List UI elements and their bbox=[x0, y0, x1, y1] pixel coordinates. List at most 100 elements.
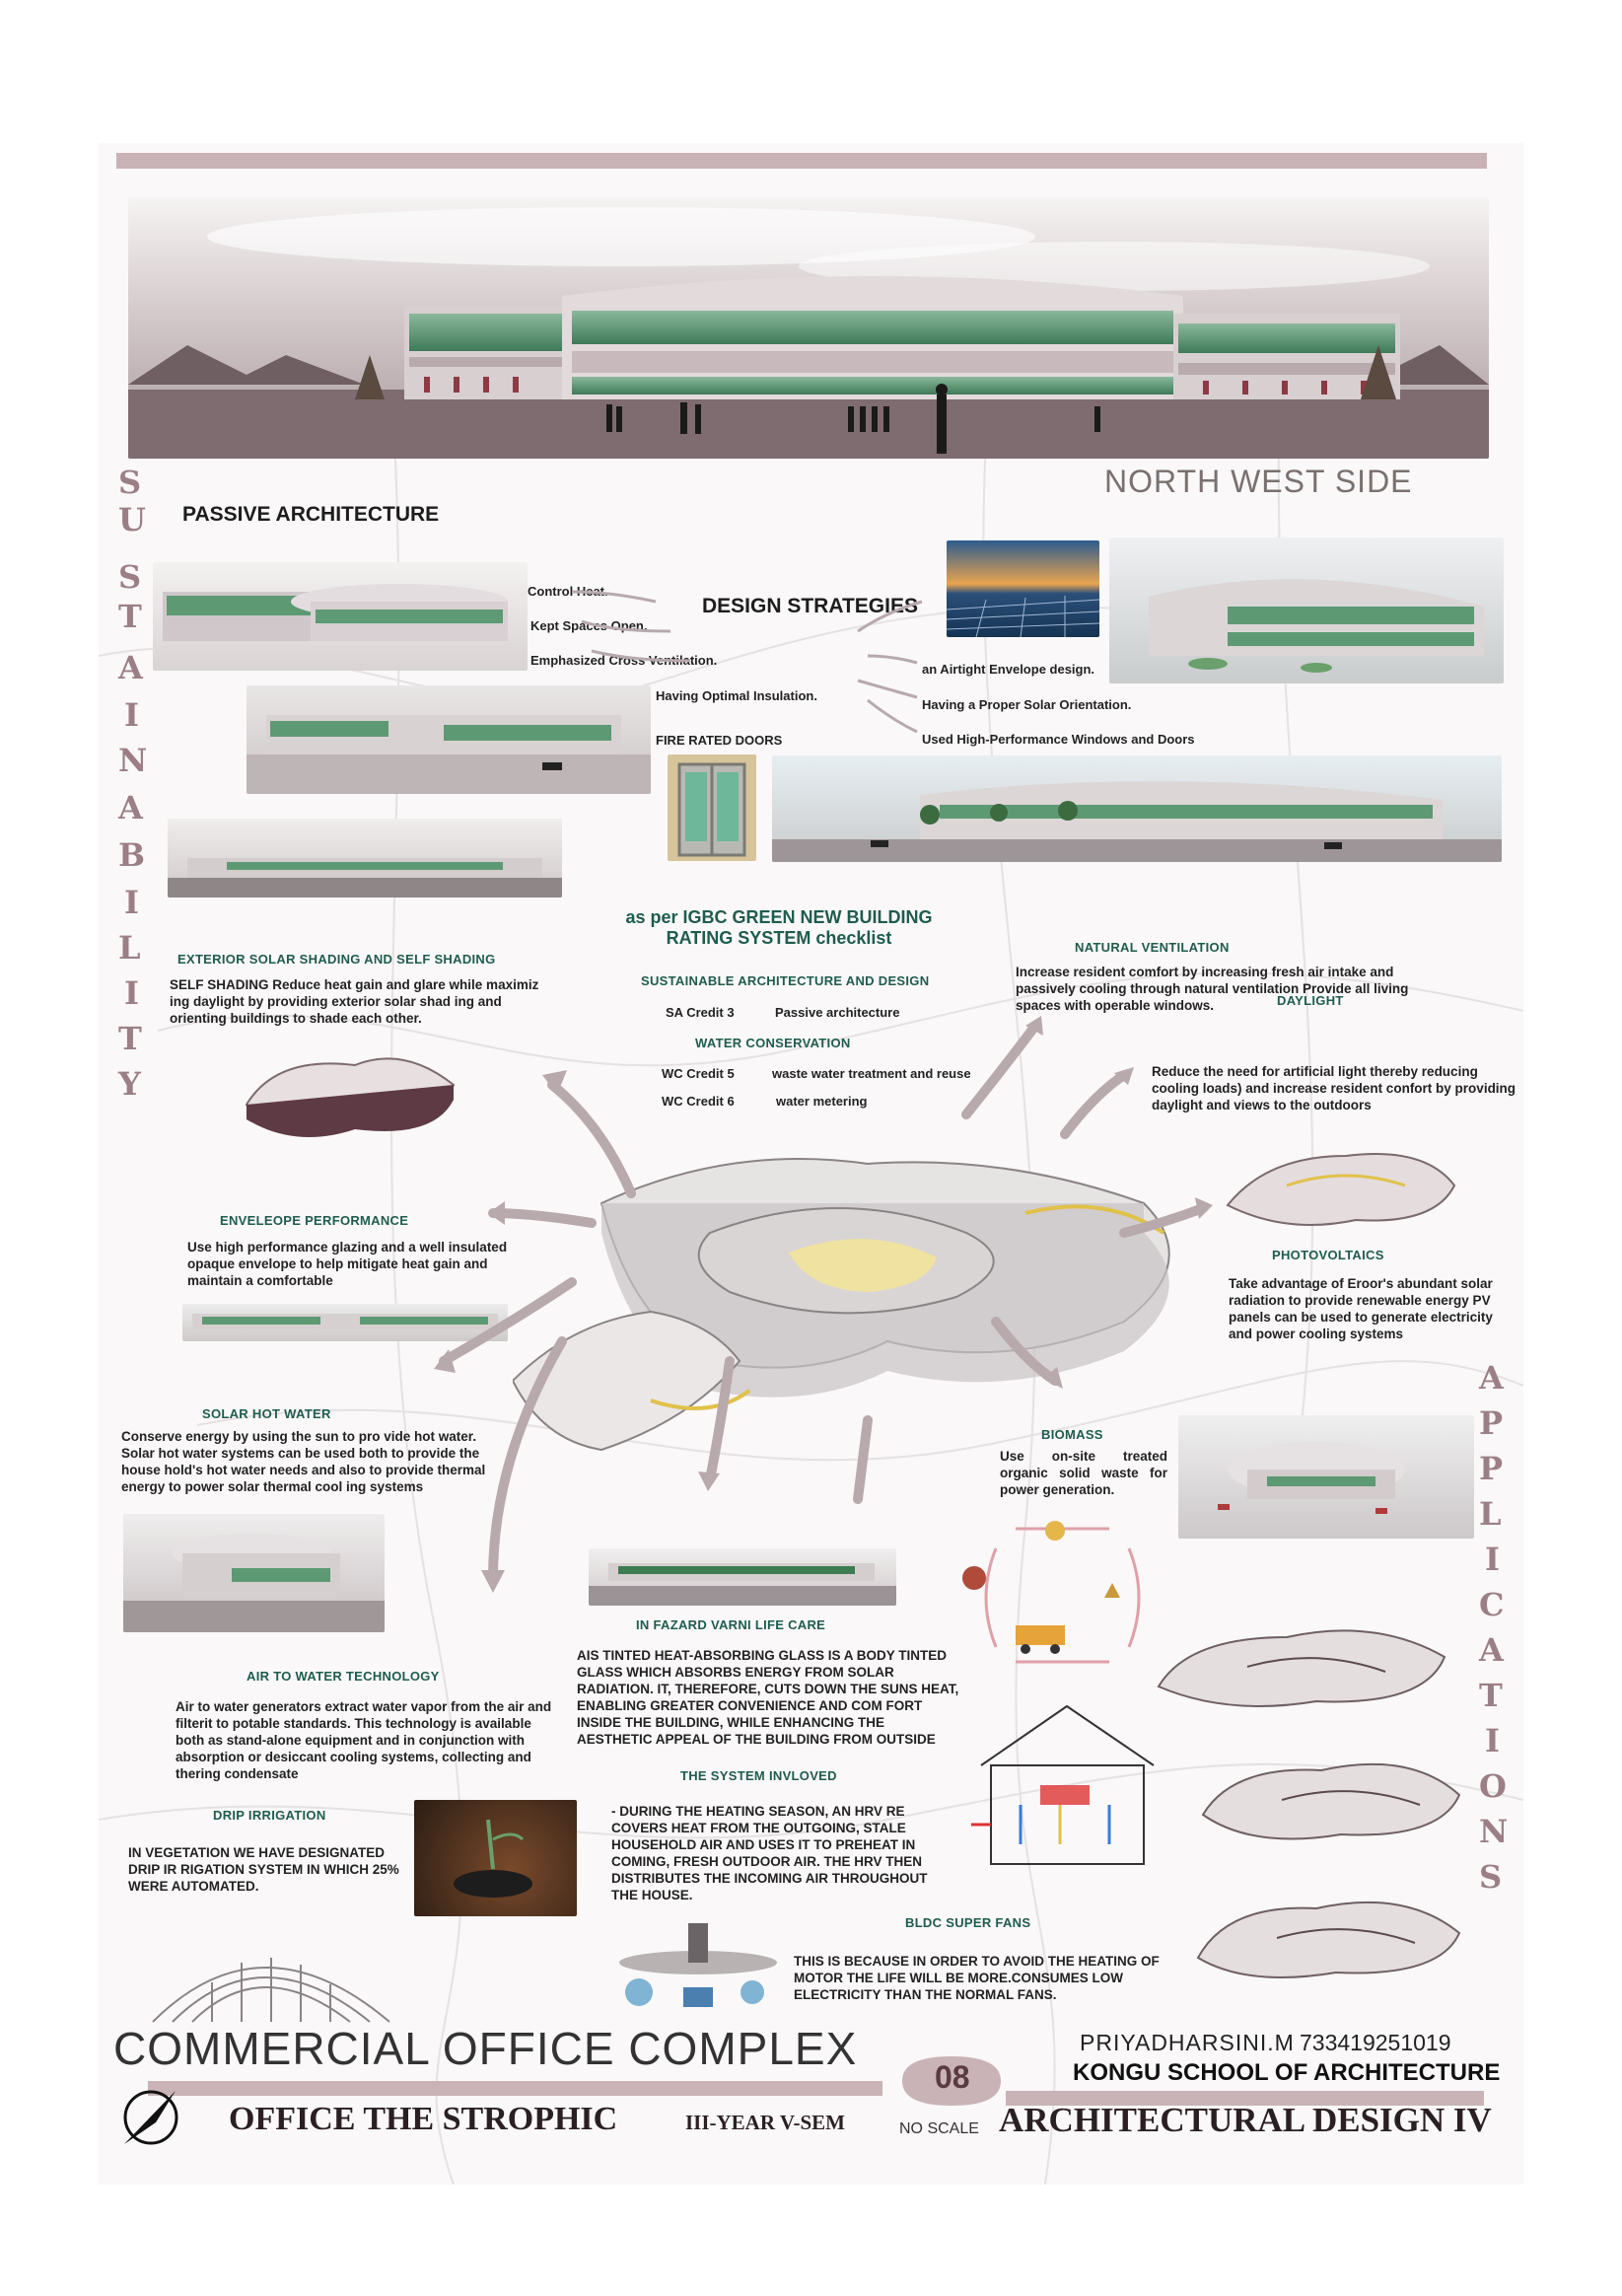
igbc-sa-head: SUSTAINABLE ARCHITECTURE AND DESIGN bbox=[641, 973, 930, 988]
fire-doors-label: FIRE RATED DOORS bbox=[656, 733, 783, 748]
igbc-wc6-value: water metering bbox=[776, 1094, 868, 1109]
stadium-sketch bbox=[143, 1923, 399, 2032]
vertical-letter: A bbox=[118, 789, 143, 826]
design-strategies-title: DESIGN STRATEGIES bbox=[702, 595, 918, 617]
solar-water-body: Conserve energy by using the sun to pro … bbox=[121, 1429, 486, 1494]
vertical-letter: P bbox=[1479, 1404, 1504, 1442]
application-model-2 bbox=[1193, 1716, 1474, 1859]
igbc-sa-credit: SA Credit 3 bbox=[666, 1005, 735, 1020]
vertical-letter: T bbox=[118, 1020, 142, 1057]
render-passive-2 bbox=[1109, 538, 1504, 683]
shading-body: SELF SHADING Reduce heat gain and glare … bbox=[170, 977, 539, 1026]
facade-title: IN FAZARD VARNI LIFE CARE bbox=[636, 1617, 826, 1632]
vertical-letter: I bbox=[124, 974, 139, 1012]
strategy-item: Emphasized Cross Ventilation. bbox=[530, 653, 718, 668]
vertical-letter: C bbox=[1479, 1586, 1505, 1623]
vertical-letter: P bbox=[1479, 1450, 1504, 1487]
vertical-letter: I bbox=[124, 884, 139, 921]
project-title: COMMERCIAL OFFICE COMPLEX bbox=[113, 2023, 858, 2074]
shading-model bbox=[237, 1045, 473, 1144]
hero-render bbox=[128, 197, 1489, 459]
envelope-body: Use high performance glazing and a well … bbox=[187, 1240, 508, 1288]
pv-body: Take advantage of Eroor's abundant solar… bbox=[1229, 1276, 1493, 1341]
biomass-cycle-diagram bbox=[956, 1509, 1168, 1682]
vertical-letter: T bbox=[118, 598, 142, 635]
hero-caption: NORTH WEST SIDE bbox=[1104, 464, 1413, 499]
hrv-house-diagram bbox=[961, 1696, 1173, 1884]
solar-water-title: SOLAR HOT WATER bbox=[202, 1406, 331, 1421]
footer-subtitle: OFFICE THE STROPHIC bbox=[229, 2101, 618, 2137]
daylight-body: Reduce the need for artificial light the… bbox=[1152, 1064, 1516, 1112]
author-roll: 733419251019 bbox=[1300, 2030, 1451, 2055]
vertical-letter: A bbox=[1479, 1359, 1504, 1397]
facade-render bbox=[589, 1548, 896, 1606]
application-model-1 bbox=[1149, 1578, 1464, 1726]
application-model-3 bbox=[1188, 1849, 1474, 1997]
school-name: KONGU SCHOOL OF ARCHITECTURE bbox=[1073, 2059, 1501, 2086]
air-water-body: Air to water generators extract water va… bbox=[176, 1699, 552, 1781]
biomass-title: BIOMASS bbox=[1041, 1427, 1103, 1442]
strategy-item: Having a Proper Solar Orientation. bbox=[922, 697, 1132, 712]
footer-bar-left bbox=[148, 2081, 882, 2096]
vertical-letter: O bbox=[1479, 1767, 1507, 1805]
vertical-letter: L bbox=[1479, 1495, 1502, 1533]
drip-body: IN VEGETATION WE HAVE DESIGNATED DRIP IR… bbox=[128, 1845, 399, 1894]
igbc-wc5-value: waste water treatment and reuse bbox=[772, 1066, 971, 1081]
strategy-item: an Airtight Envelope design. bbox=[922, 662, 1095, 677]
author-name: PRIYADHARSINI.M bbox=[1080, 2030, 1295, 2055]
central-building-model bbox=[511, 1124, 1183, 1479]
vertical-letter: I bbox=[1485, 1722, 1500, 1759]
top-bar bbox=[116, 153, 1487, 169]
envelope-title: ENVELEOPE PERFORMANCE bbox=[220, 1213, 409, 1228]
system-title: THE SYSTEM INVLOVED bbox=[680, 1768, 837, 1783]
fans-body: THIS IS BECAUSE IN ORDER TO AVOID THE HE… bbox=[794, 1954, 1160, 2002]
render-passive-4 bbox=[772, 755, 1502, 862]
vertical-letter: T bbox=[1479, 1677, 1503, 1714]
vertical-letter: A bbox=[118, 649, 143, 686]
ventilation-body: Increase resident comfort by increasing … bbox=[1016, 965, 1409, 1013]
drip-title: DRIP IRRIGATION bbox=[213, 1808, 326, 1823]
compass-icon bbox=[116, 2083, 185, 2152]
daylight-title: DAYLIGHT bbox=[1277, 993, 1344, 1008]
solar-water-render bbox=[123, 1514, 385, 1632]
footer-year: III-YEAR V-SEM bbox=[685, 2111, 845, 2134]
strategy-item: Control Heat. bbox=[528, 584, 608, 599]
footer-bar-right bbox=[1006, 2091, 1484, 2106]
fans-title: BLDC SUPER FANS bbox=[905, 1915, 1031, 1930]
igbc-title: as per IGBC GREEN NEW BUILDING RATING SY… bbox=[611, 907, 947, 949]
solar-panels-photo bbox=[947, 540, 1099, 637]
vertical-letter: L bbox=[118, 929, 141, 967]
vertical-letter: S bbox=[118, 558, 142, 596]
course-name: ARCHITECTURAL DESIGN IV bbox=[999, 2101, 1492, 2139]
vertical-letter: N bbox=[118, 742, 148, 779]
facade-body: AIS TINTED HEAT-ABSORBING GLASS IS A BOD… bbox=[577, 1648, 959, 1747]
strategy-item: Having Optimal Insulation. bbox=[656, 688, 817, 703]
sheet-number: 08 bbox=[935, 2059, 970, 2095]
drip-photo bbox=[414, 1800, 577, 1916]
vertical-letter: B bbox=[118, 836, 146, 874]
render-passive-5 bbox=[168, 819, 562, 897]
igbc-title-line1: as per IGBC GREEN NEW BUILDING bbox=[625, 907, 933, 927]
vertical-letter: S bbox=[1479, 1858, 1503, 1896]
vertical-letter: A bbox=[1479, 1631, 1504, 1669]
scale-label: NO SCALE bbox=[899, 2120, 979, 2137]
system-body: - DURING THE HEATING SEASON, AN HRV RE C… bbox=[611, 1804, 928, 1902]
igbc-title-line2: RATING SYSTEM checklist bbox=[666, 928, 892, 948]
vertical-letter: S bbox=[118, 464, 142, 501]
envelope-render bbox=[182, 1304, 508, 1341]
igbc-wc6: WC Credit 6 bbox=[662, 1094, 735, 1109]
strategy-item: Used High-Performance Windows and Doors bbox=[922, 732, 1195, 747]
igbc-wc-head: WATER CONSERVATION bbox=[695, 1036, 851, 1050]
render-passive-1 bbox=[153, 562, 528, 671]
igbc-sa-value: Passive architecture bbox=[775, 1005, 900, 1020]
biomass-render bbox=[1178, 1415, 1474, 1539]
biomass-body: Use on-site treated organic solid waste … bbox=[1000, 1449, 1167, 1497]
vertical-letter: I bbox=[1485, 1541, 1500, 1578]
vertical-letter: Y bbox=[118, 1065, 141, 1103]
pv-title: PHOTOVOLTAICS bbox=[1272, 1248, 1384, 1262]
vertical-letter: N bbox=[1479, 1813, 1509, 1850]
fire-door-photo bbox=[668, 754, 756, 861]
fan-exploded-diagram bbox=[609, 1913, 782, 2017]
daylight-model bbox=[1208, 1126, 1464, 1245]
